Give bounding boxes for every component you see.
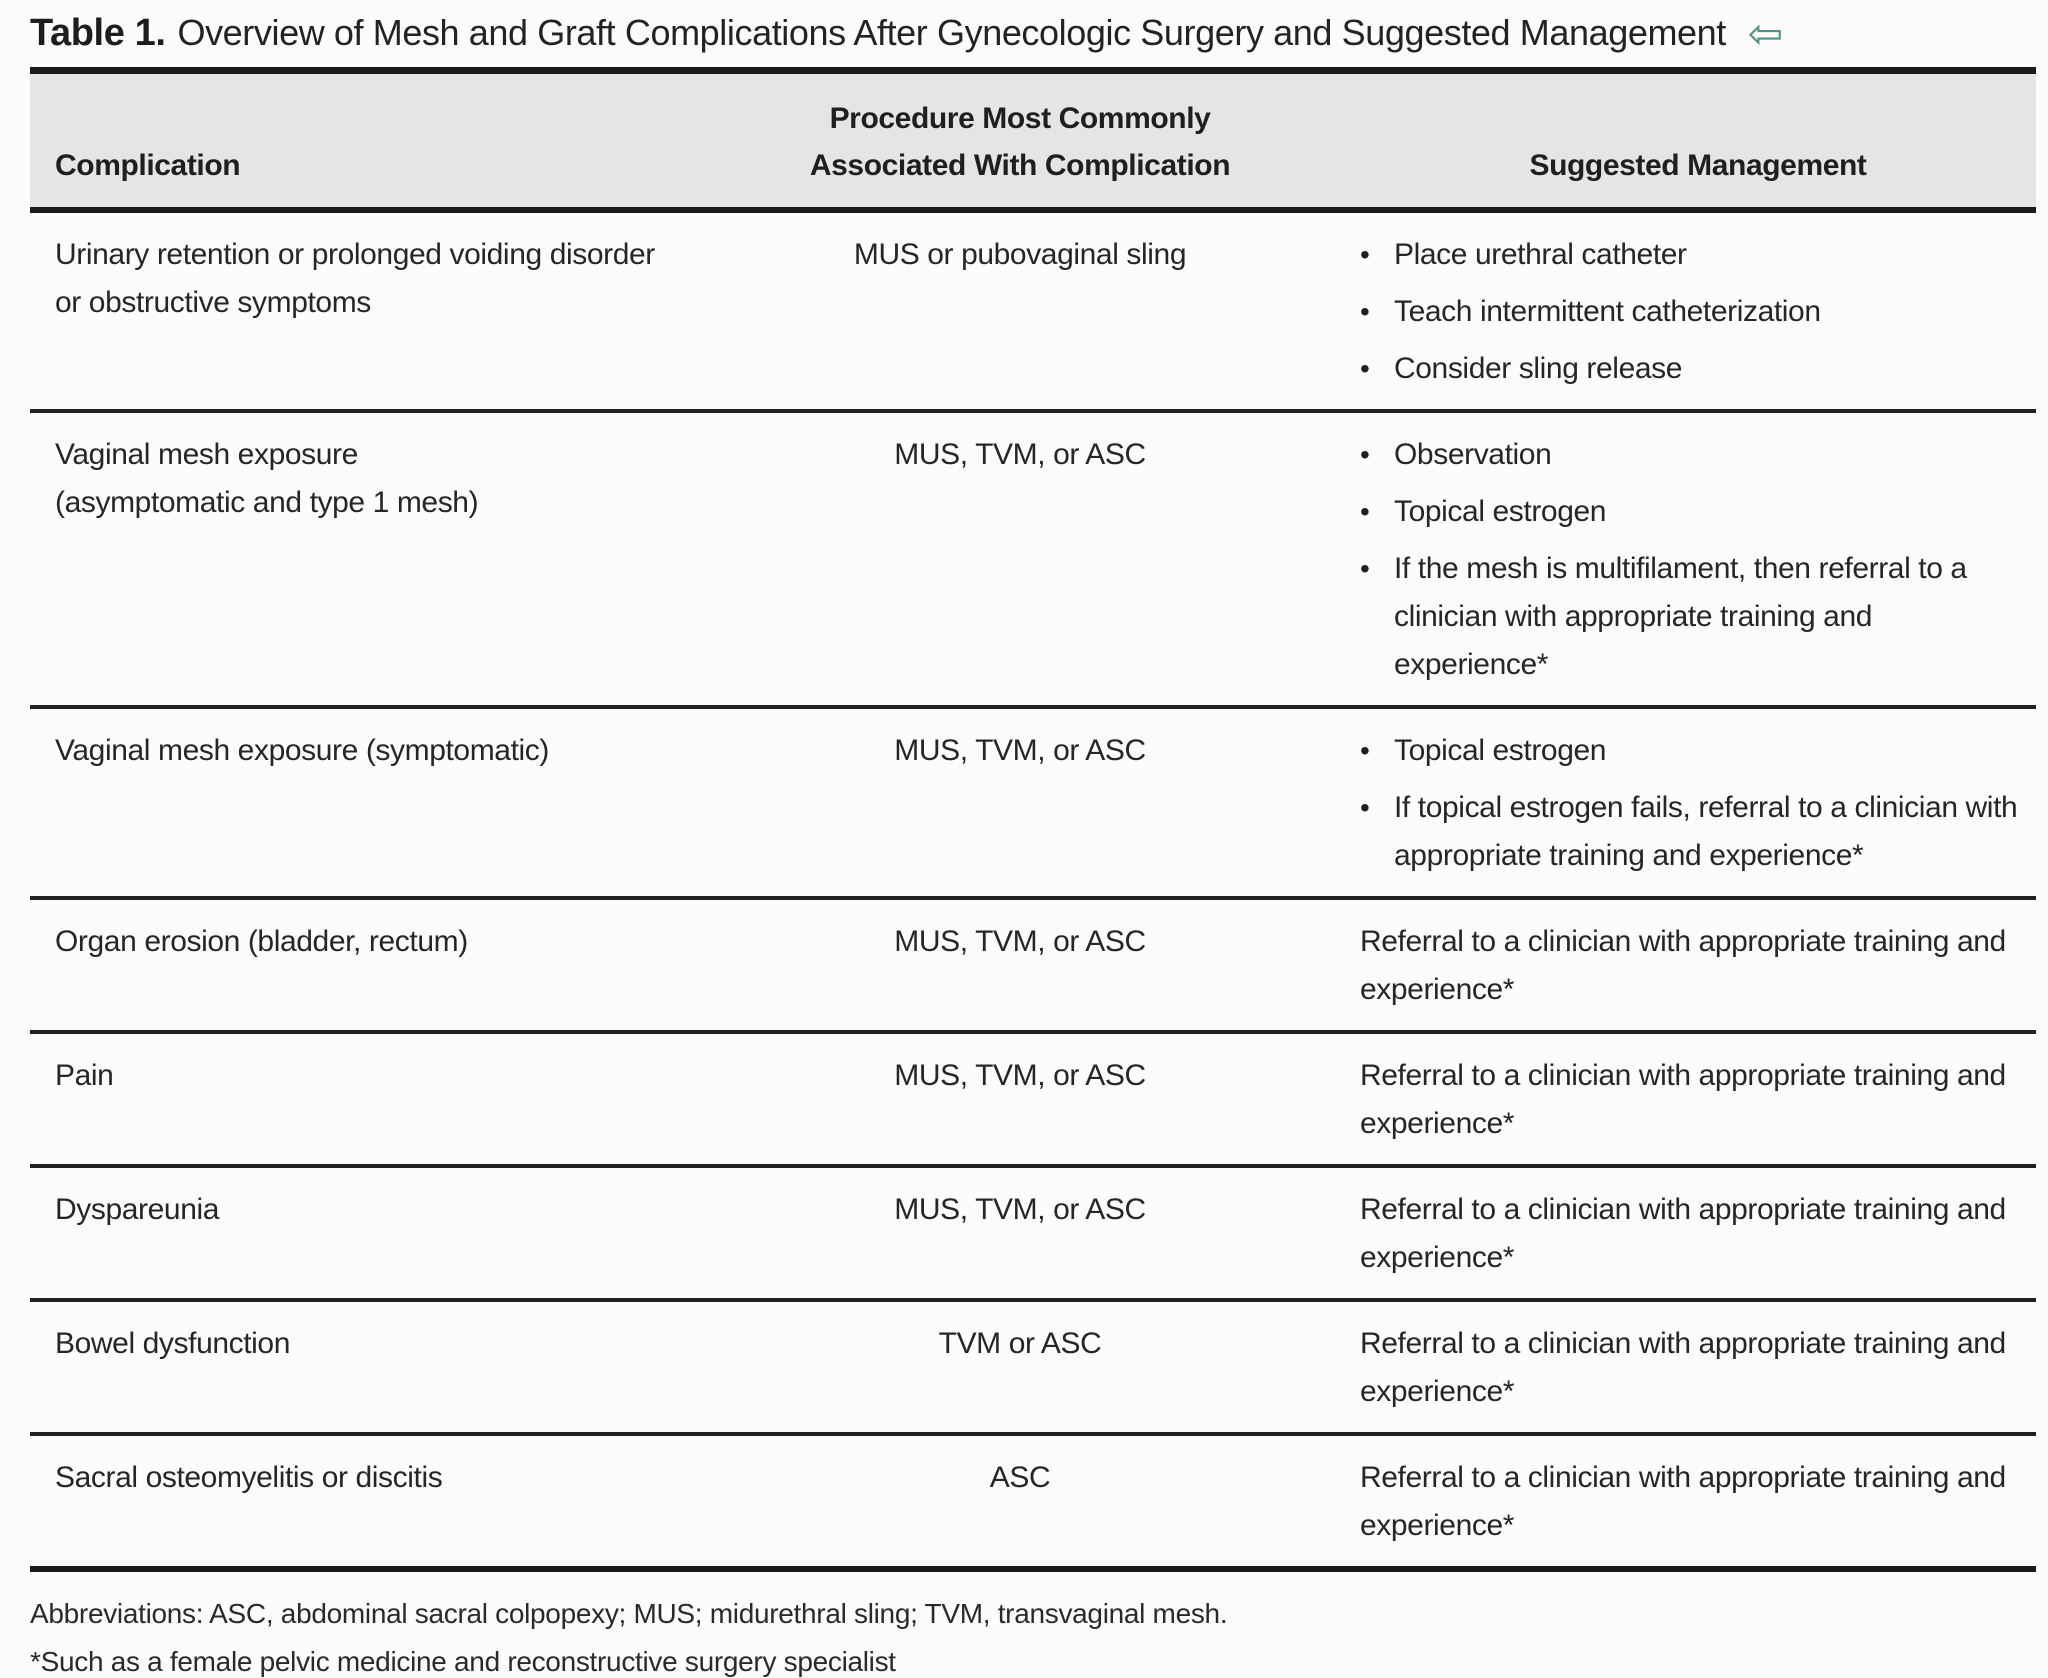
bullet-icon: • — [1360, 353, 1370, 384]
procedure-cell: MUS, TVM, or ASC — [780, 411, 1260, 709]
table-row-sacral-osteomyelitis: Sacral osteomyelitis or discitis ASC Refer… — [30, 1434, 2036, 1572]
management-cell: • Topical estrogen • If topical estrogen fa… — [1260, 707, 2036, 900]
table-row-urinary-retention: Urinary retention or prolonged voiding d… — [30, 210, 2036, 413]
management-item-text: Place urethral catheter — [1394, 238, 1687, 271]
management-cell: Referral to a clinician with appropriate… — [1260, 1434, 2036, 1572]
procedure-cell: MUS, TVM, or ASC — [780, 707, 1260, 900]
table-title: Table 1. Overview of Mesh and Graft Comp… — [30, 10, 2036, 55]
procedure-cell: MUS, TVM, or ASC — [780, 898, 1260, 1034]
asterisk-footnote: *Such as a female pelvic medicine and re… — [30, 1646, 896, 1677]
bullet-icon: • — [1360, 296, 1370, 327]
column-header-procedure: Procedure Most Commonly Associated With C… — [780, 74, 1260, 213]
bullet-icon: • — [1360, 239, 1370, 270]
management-item: • Observation — [1360, 431, 2030, 479]
management-list: • Topical estrogen • If topical estrogen fa… — [1360, 727, 2030, 880]
management-item-text: Observation — [1394, 438, 1552, 471]
management-item: • Topical estrogen — [1360, 727, 2030, 775]
management-cell: Referral to a clinician with appropriate… — [1260, 1032, 2036, 1168]
complication-cell: Dyspareunia — [30, 1166, 780, 1302]
management-cell: Referral to a clinician with appropriate… — [1260, 1166, 2036, 1302]
table-row-dyspareunia: Dyspareunia MUS, TVM, or ASC Referral to a… — [30, 1166, 2036, 1302]
management-item: • If topical estrogen fails, referral to … — [1360, 784, 2030, 880]
complication-cell: Urinary retention or prolonged voiding d… — [30, 210, 780, 413]
management-list: • Observation • Topical estrogen • If the mes… — [1360, 431, 2030, 689]
procedure-cell: ASC — [780, 1434, 1260, 1572]
management-item: • Teach intermittent catheterization — [1360, 288, 2030, 336]
complication-cell: Vaginal mesh exposure (asymptomatic and t… — [30, 411, 780, 709]
bullet-icon: • — [1360, 553, 1370, 584]
column-header-management: Suggested Management — [1260, 74, 2036, 213]
procedure-cell: MUS, TVM, or ASC — [780, 1032, 1260, 1168]
bullet-icon: • — [1360, 496, 1370, 527]
management-list: • Place urethral catheter • Teach intermitt… — [1360, 231, 2030, 393]
table-number-label: Table 1. — [30, 12, 166, 54]
complication-cell: Sacral osteomyelitis or discitis — [30, 1434, 780, 1572]
management-item-text: Topical estrogen — [1394, 495, 1607, 528]
table-header-row: Complication Procedure Most Commonly Assoc… — [30, 74, 2036, 213]
procedure-cell: TVM or ASC — [780, 1300, 1260, 1436]
management-item-text: Topical estrogen — [1394, 734, 1607, 767]
management-item-text: If topical estrogen fails, referral to a… — [1394, 791, 2018, 872]
management-cell: Referral to a clinician with appropriate… — [1260, 898, 2036, 1034]
title-divider — [30, 67, 2036, 74]
abbreviations-footnote: Abbreviations: ASC, abdominal sacral col… — [30, 1598, 1228, 1629]
complication-cell: Pain — [30, 1032, 780, 1168]
complication-cell: Organ erosion (bladder, rectum) — [30, 898, 780, 1034]
procedure-cell: MUS or pubovaginal sling — [780, 210, 1260, 413]
complication-cell: Bowel dysfunction — [30, 1300, 780, 1436]
table-title-text: Overview of Mesh and Graft Complications… — [177, 12, 1726, 53]
table-row-vaginal-mesh-exposure-asymptomatic: Vaginal mesh exposure (asymptomatic and t… — [30, 411, 2036, 709]
management-item-text: If the mesh is multifilament, then refer… — [1394, 552, 1967, 681]
table-row-vaginal-mesh-exposure-symptomatic: Vaginal mesh exposure (symptomatic) MUS, … — [30, 707, 2036, 900]
procedure-cell: MUS, TVM, or ASC — [780, 1166, 1260, 1302]
footnotes: Abbreviations: ASC, abdominal sacral col… — [30, 1598, 2036, 1678]
management-item: • Topical estrogen — [1360, 488, 2030, 536]
table-row-organ-erosion: Organ erosion (bladder, rectum) MUS, TVM,… — [30, 898, 2036, 1034]
bullet-icon: • — [1360, 792, 1370, 823]
management-item: • Consider sling release — [1360, 345, 2030, 393]
management-cell: Referral to a clinician with appropriate… — [1260, 1300, 2036, 1436]
table-row-bowel-dysfunction: Bowel dysfunction TVM or ASC Referral to a… — [30, 1300, 2036, 1436]
bullet-icon: • — [1360, 735, 1370, 766]
back-arrow-icon[interactable]: ⇦ — [1747, 10, 1783, 57]
management-item: • Place urethral catheter — [1360, 231, 2030, 279]
management-item-text: Teach intermittent catheterization — [1394, 295, 1821, 328]
column-header-complication: Complication — [30, 74, 780, 213]
table-row-pain: Pain MUS, TVM, or ASC Referral to a clinic… — [30, 1032, 2036, 1168]
bullet-icon: • — [1360, 439, 1370, 470]
management-item: • If the mesh is multifilament, then refe… — [1360, 545, 2030, 689]
complication-cell: Vaginal mesh exposure (symptomatic) — [30, 707, 780, 900]
management-cell: • Observation • Topical estrogen • If the mes… — [1260, 411, 2036, 709]
complications-table: Complication Procedure Most Commonly Assoc… — [30, 74, 2036, 1572]
management-cell: • Place urethral catheter • Teach intermitt… — [1260, 210, 2036, 413]
management-item-text: Consider sling release — [1394, 352, 1683, 385]
